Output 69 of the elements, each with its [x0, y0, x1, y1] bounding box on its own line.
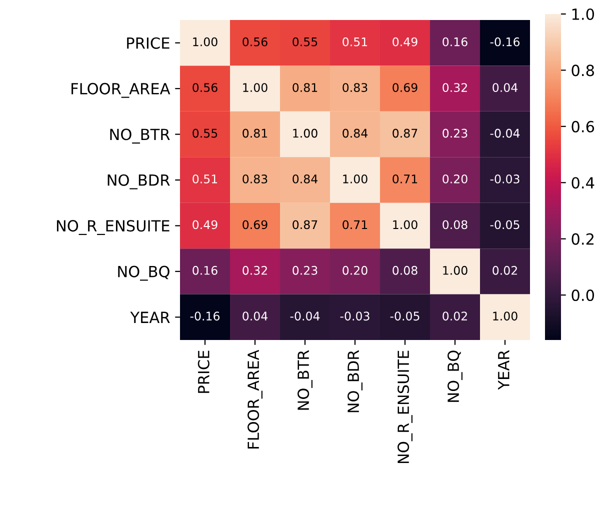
data-label: 0.87 — [292, 220, 318, 230]
x-tick-label: FLOOR_AREA — [248, 350, 262, 448]
data-label: 0.20 — [442, 174, 468, 184]
data-label: -0.05 — [490, 220, 520, 230]
x-tick-label: NO_R_ENSUITE — [398, 350, 412, 464]
color-bar-label: 0.8 — [572, 64, 594, 76]
y-tick-label: YEAR — [130, 312, 170, 323]
data-label: 0.16 — [192, 266, 218, 275]
data-label: 0.23 — [292, 266, 318, 275]
y-tick-label: FLOOR_AREA — [72, 82, 170, 98]
data-label: 1.00 — [343, 174, 368, 184]
data-label: -0.03 — [340, 312, 370, 321]
y-tick-label: NO_BDR — [108, 174, 170, 190]
data-label: 0.49 — [392, 37, 418, 46]
x-tick-label: PRICE — [198, 350, 210, 393]
data-label: 0.55 — [292, 37, 318, 46]
data-label: 0.81 — [292, 83, 318, 92]
data-label: 0.69 — [242, 220, 268, 230]
data-label: 1.00 — [193, 37, 218, 46]
data-label: 0.84 — [292, 174, 318, 184]
data-label: 0.51 — [342, 37, 368, 46]
data-label: 0.84 — [342, 128, 368, 138]
data-label: 0.04 — [492, 83, 518, 92]
data-label: 1.00 — [393, 220, 418, 230]
data-label: -0.04 — [290, 312, 320, 321]
x-tick-label: NO_BTR — [298, 350, 312, 410]
data-label: 0.49 — [192, 220, 218, 230]
x-tick-label: YEAR — [498, 350, 510, 390]
data-label: 0.71 — [342, 220, 368, 230]
y-tick-label: NO_R_ENSUITE — [56, 220, 170, 235]
data-label: 0.87 — [392, 128, 418, 138]
data-label: 0.83 — [242, 174, 268, 184]
data-label: 0.51 — [192, 174, 218, 184]
color-bar-label: 0.6 — [572, 120, 594, 132]
data-label: -0.04 — [490, 128, 520, 138]
y-tick-label: PRICE — [127, 37, 170, 49]
data-label: 0.32 — [442, 83, 467, 92]
data-label: -0.16 — [490, 37, 520, 46]
color-bar-label: 0.2 — [572, 233, 594, 245]
data-label: 0.69 — [392, 83, 418, 92]
data-label: 0.56 — [192, 83, 218, 92]
data-label: -0.05 — [390, 312, 420, 321]
data-label: -0.03 — [490, 174, 520, 184]
data-label: 0.81 — [242, 128, 268, 138]
data-label: 1.00 — [443, 266, 468, 275]
y-tick-label: NO_BTR — [110, 128, 170, 144]
data-label: 0.04 — [242, 312, 268, 321]
color-bar-label: 0.0 — [572, 290, 594, 302]
x-tick-label: NO_BQ — [448, 350, 462, 402]
data-label: 0.83 — [342, 83, 368, 92]
data-label: 0.56 — [242, 37, 268, 46]
data-label: 0.02 — [492, 266, 517, 275]
data-label: 0.32 — [242, 266, 267, 275]
data-label: 0.02 — [442, 312, 467, 321]
data-label: -0.16 — [190, 312, 220, 321]
data-label: 1.00 — [493, 312, 518, 321]
data-label: 0.08 — [442, 220, 468, 230]
data-label: 1.00 — [293, 128, 318, 138]
data-label: 0.16 — [442, 37, 468, 46]
data-label: 0.23 — [442, 128, 468, 138]
color-bar-label: 0.4 — [572, 177, 594, 189]
data-label: 0.71 — [392, 174, 418, 184]
color-bar-label: 1.0 — [572, 8, 594, 20]
y-tick-label: NO_BQ — [118, 266, 170, 281]
data-label: 0.20 — [342, 266, 368, 275]
data-label: 1.00 — [243, 83, 268, 92]
x-tick-label: NO_BDR — [348, 350, 362, 412]
data-label: 0.08 — [392, 266, 418, 275]
data-label: 0.55 — [192, 128, 218, 138]
